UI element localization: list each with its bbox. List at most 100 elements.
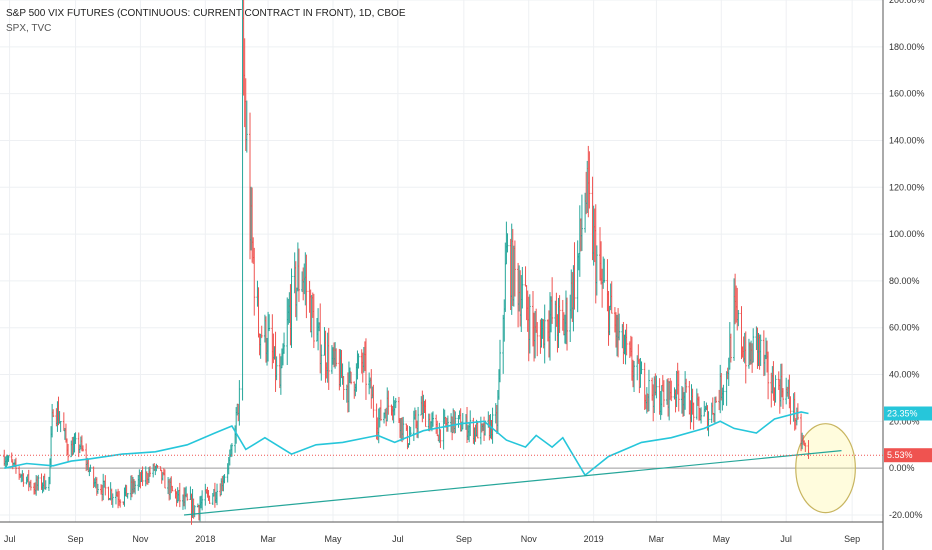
- ohlc-bar: [655, 375, 658, 399]
- x-tick-label: May: [324, 534, 342, 544]
- ohlc-bar: [499, 339, 502, 383]
- ohlc-bar: [402, 416, 405, 441]
- ohlc-bar: [178, 482, 181, 508]
- ohlc-bar: [491, 407, 494, 444]
- x-tick-label: Mar: [260, 534, 276, 544]
- ohlc-bar: [238, 380, 241, 426]
- ohlc-bar: [610, 281, 613, 314]
- ohlc-bar: [454, 411, 457, 434]
- y-tick-label: 120.00%: [889, 182, 925, 192]
- ohlc-bar: [290, 268, 293, 348]
- x-tick-label: May: [713, 534, 731, 544]
- ohlc-bar: [476, 421, 479, 439]
- ohlc-bar: [342, 375, 345, 400]
- ohlc-bar: [29, 479, 32, 491]
- ohlc-bar: [551, 277, 554, 324]
- price-label: 23.35%: [887, 409, 918, 419]
- ohlc-bar: [114, 489, 117, 505]
- x-tick-label: Nov: [521, 534, 538, 544]
- legend-title: S&P 500 VIX FUTURES (CONTINUOUS: CURRENT…: [6, 8, 406, 19]
- ohlc-bar: [119, 499, 122, 508]
- ohlc-bar: [677, 370, 680, 412]
- ohlc-bar: [335, 348, 338, 367]
- ohlc-bar: [536, 322, 539, 357]
- ohlc-bar: [223, 474, 226, 484]
- ohlc-bar: [625, 323, 628, 356]
- x-tick-label: Sep: [456, 534, 472, 544]
- ohlc-bar: [260, 325, 263, 339]
- ohlc-bar: [439, 429, 442, 448]
- ohlc-bar: [528, 294, 531, 354]
- y-tick-label: 100.00%: [889, 229, 925, 239]
- ohlc-bar: [149, 466, 152, 477]
- ohlc-bar: [141, 466, 144, 486]
- ohlc-bar: [759, 334, 762, 366]
- x-tick-label: Jul: [780, 534, 792, 544]
- ohlc-bar: [714, 396, 717, 403]
- ohlc-bar: [186, 493, 189, 501]
- ohlc-bar: [163, 469, 166, 489]
- ohlc-bar: [633, 360, 636, 392]
- x-tick-label: Mar: [649, 534, 665, 544]
- y-tick-label: 60.00%: [889, 323, 920, 333]
- price-label: 5.53%: [887, 450, 913, 460]
- ohlc-bar: [804, 442, 807, 452]
- ohlc-bar: [588, 151, 591, 209]
- spx-series-line: [4, 411, 809, 477]
- ohlc-bar: [204, 483, 207, 506]
- ohlc-bar: [692, 402, 695, 430]
- y-tick-label: 140.00%: [889, 135, 925, 145]
- ohlc-bar: [126, 492, 129, 499]
- price-label-box: [884, 406, 932, 421]
- ohlc-bar: [685, 378, 688, 393]
- ohlc-bar: [789, 396, 792, 425]
- ohlc-bar: [595, 245, 598, 296]
- ohlc-bar: [424, 399, 427, 428]
- ohlc-bar: [216, 483, 219, 506]
- ohlc-bar: [513, 240, 516, 297]
- y-tick-label: 160.00%: [889, 89, 925, 99]
- ohlc-bar: [566, 297, 569, 351]
- ohlc-bar: [506, 233, 509, 253]
- ohlc-bar: [44, 480, 47, 490]
- y-tick-label: 0.00%: [889, 463, 915, 473]
- ohlc-bar: [807, 440, 810, 459]
- ohlc-bar: [737, 309, 740, 327]
- ohlc-bar: [744, 331, 747, 384]
- ohlc-bar: [37, 474, 40, 491]
- ohlc-bar: [484, 420, 487, 436]
- ohlc-bar: [364, 338, 367, 400]
- ohlc-bar: [781, 388, 784, 409]
- ohlc-bar: [722, 384, 725, 406]
- ohlc-bar: [662, 380, 665, 408]
- y-tick-label: 80.00%: [889, 276, 920, 286]
- ohlc-bar: [431, 411, 434, 427]
- y-tick-label: 20.00%: [889, 416, 920, 426]
- ohlc-bar: [543, 304, 546, 364]
- ohlc-bar: [171, 485, 174, 492]
- ohlc-bar: [74, 432, 77, 444]
- ohlc-bar: [81, 445, 84, 452]
- ohlc-bar: [618, 313, 621, 341]
- ohlc-bar: [201, 490, 204, 511]
- ohlc-bar: [767, 351, 770, 400]
- legend-subtitle: SPX, TVC: [6, 23, 52, 34]
- y-tick-label: 180.00%: [889, 42, 925, 52]
- ohlc-bar: [357, 353, 360, 369]
- highlight-circle: [795, 423, 856, 514]
- ohlc-bar: [752, 328, 755, 363]
- ohlc-bar: [573, 242, 576, 310]
- ohlc-bar: [59, 421, 62, 433]
- y-tick-label: -20.00%: [889, 510, 923, 520]
- ohlc-bar: [394, 397, 397, 409]
- x-tick-label: Sep: [844, 534, 860, 544]
- ohlc-bar: [640, 361, 643, 375]
- ohlc-bar: [372, 384, 375, 418]
- price-label-box: [884, 448, 932, 463]
- ohlc-bar: [350, 371, 353, 385]
- ohlc-bar: [524, 266, 527, 287]
- y-tick-label: 40.00%: [889, 370, 920, 380]
- x-tick-label: Nov: [132, 534, 149, 544]
